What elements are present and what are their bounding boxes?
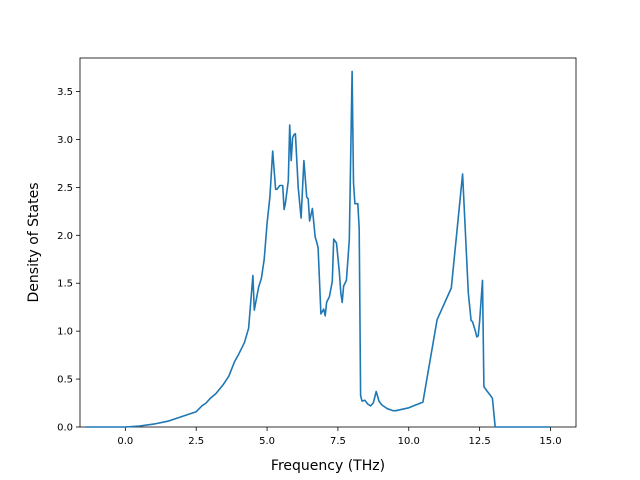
y-tick-label: 3.0 (57, 135, 73, 146)
y-tick-label: 0.5 (57, 375, 73, 386)
density-of-states-line (85, 70, 551, 428)
x-tick-label: 7.5 (330, 436, 346, 447)
x-axis-title: Frequency (THz) (271, 458, 385, 474)
y-tick-label: 0.0 (57, 423, 73, 434)
y-tick-label: 2.0 (57, 231, 73, 242)
x-tick-label: 10.0 (398, 436, 420, 447)
y-tick-label: 3.5 (57, 87, 73, 98)
x-tick-label: 12.5 (469, 436, 491, 447)
y-tick-label: 2.5 (57, 183, 73, 194)
y-axis-title: Density of States (26, 183, 42, 303)
x-tick-label: 0.0 (117, 436, 133, 447)
x-tick-label: 5.0 (259, 436, 275, 447)
plot-area-frame (79, 57, 577, 428)
x-tick-label: 15.0 (539, 436, 561, 447)
y-axis-ticks: 0.0 0.5 1.0 1.5 2.0 2.5 3.0 3.5 (57, 87, 80, 434)
y-tick-label: 1.5 (57, 279, 73, 290)
y-tick-label: 1.0 (57, 327, 73, 338)
x-tick-label: 2.5 (188, 436, 204, 447)
x-axis-ticks: 0.0 2.5 5.0 7.5 10.0 12.5 15.0 (117, 427, 562, 447)
